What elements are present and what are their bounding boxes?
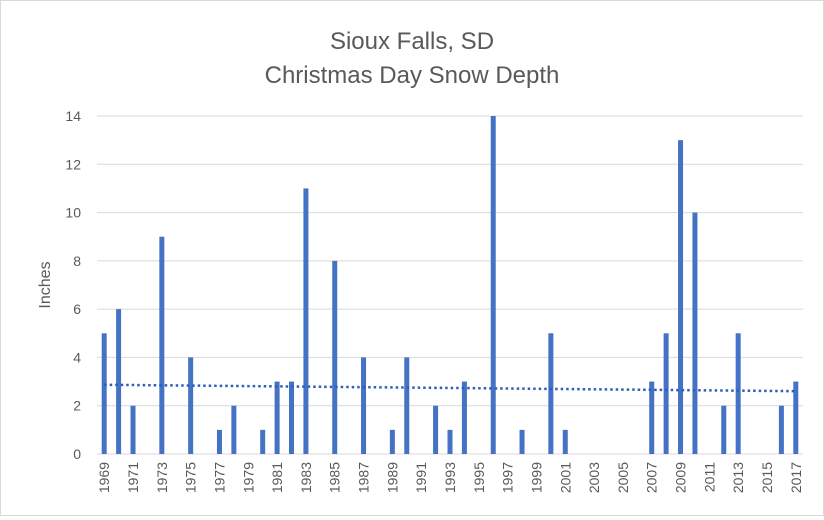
y-tick-label: 8 — [73, 253, 81, 269]
chart-title-line1: Sioux Falls, SD — [330, 28, 494, 55]
trendline-path — [104, 383, 796, 393]
x-tick-label: 2011 — [701, 462, 717, 492]
x-tick-label: 2007 — [644, 462, 660, 493]
x-tick-label: 1997 — [500, 462, 516, 493]
x-tick-label: 1987 — [356, 462, 372, 493]
y-axis-label: Inches — [37, 261, 54, 308]
bar-1970 — [116, 309, 122, 454]
bar-2012 — [721, 405, 727, 454]
bars — [101, 116, 799, 454]
bar-1985 — [332, 260, 338, 454]
x-tick-label: 2017 — [788, 462, 804, 493]
y-tick-label: 4 — [73, 349, 81, 365]
y-tick-label: 12 — [65, 156, 81, 172]
bar-1992 — [433, 405, 439, 454]
y-tick-label: 2 — [73, 398, 81, 414]
bar-1980 — [260, 429, 266, 454]
x-tick-label: 1993 — [442, 462, 458, 493]
chart-title-line2: Christmas Day Snow Depth — [265, 62, 560, 89]
bar-1990 — [404, 357, 410, 454]
y-tick-labels: 0 2 4 6 8 10 12 14 — [65, 108, 81, 462]
bar-1971 — [130, 405, 136, 454]
y-tick-label: 6 — [73, 301, 81, 317]
x-tick-label: 1981 — [269, 462, 285, 493]
bar-1982 — [289, 381, 295, 454]
bar-1975 — [188, 357, 194, 454]
bar-1998 — [519, 429, 525, 454]
bar-2007 — [649, 381, 655, 454]
bar-2016 — [778, 405, 784, 454]
x-tick-label: 2005 — [615, 462, 631, 493]
bar-2009 — [678, 140, 684, 454]
x-tick-label: 1983 — [298, 462, 314, 493]
y-tick-label: 14 — [65, 108, 81, 124]
bar-1987 — [361, 357, 367, 454]
x-tick-label: 1971 — [125, 462, 141, 493]
bar-1977 — [216, 429, 222, 454]
x-tick-label: 2003 — [586, 462, 602, 493]
x-tick-label: 1977 — [211, 462, 227, 493]
x-tick-label: 2009 — [673, 462, 689, 493]
x-tick-label: 1991 — [413, 462, 429, 493]
bar-2001 — [562, 429, 568, 454]
x-tick-label: 1973 — [154, 462, 170, 493]
x-tick-labels: 1969 1971 1973 1975 1977 1979 1981 1983 1985 1987… — [96, 462, 804, 493]
bar-1983 — [303, 188, 309, 454]
x-tick-label: 1999 — [528, 462, 544, 493]
bar-1996 — [490, 116, 496, 454]
bar-2017 — [793, 381, 799, 454]
x-tick-label: 2013 — [730, 462, 746, 493]
x-tick-label: 2015 — [759, 462, 775, 493]
bar-2013 — [735, 333, 741, 454]
bar-1981 — [274, 381, 280, 454]
x-tick-label: 1995 — [471, 462, 487, 493]
x-tick-label: 1975 — [183, 462, 199, 493]
bar-1973 — [159, 236, 165, 454]
bar-1989 — [389, 429, 395, 454]
y-tick-label: 10 — [65, 205, 81, 221]
y-tick-label: 0 — [73, 446, 81, 462]
bar-2010 — [692, 212, 698, 454]
x-tick-label: 2001 — [557, 462, 573, 493]
bar-1978 — [231, 405, 237, 454]
bar-2008 — [663, 333, 669, 454]
x-tick-label: 1979 — [240, 462, 256, 493]
x-tick-label: 1969 — [96, 462, 112, 493]
x-tick-label: 1985 — [327, 462, 343, 493]
bar-1994 — [461, 381, 467, 454]
bar-1969 — [101, 333, 107, 454]
bar-2000 — [548, 333, 554, 454]
trendline — [104, 383, 796, 393]
bar-1993 — [447, 429, 453, 454]
x-tick-label: 1989 — [384, 462, 400, 493]
